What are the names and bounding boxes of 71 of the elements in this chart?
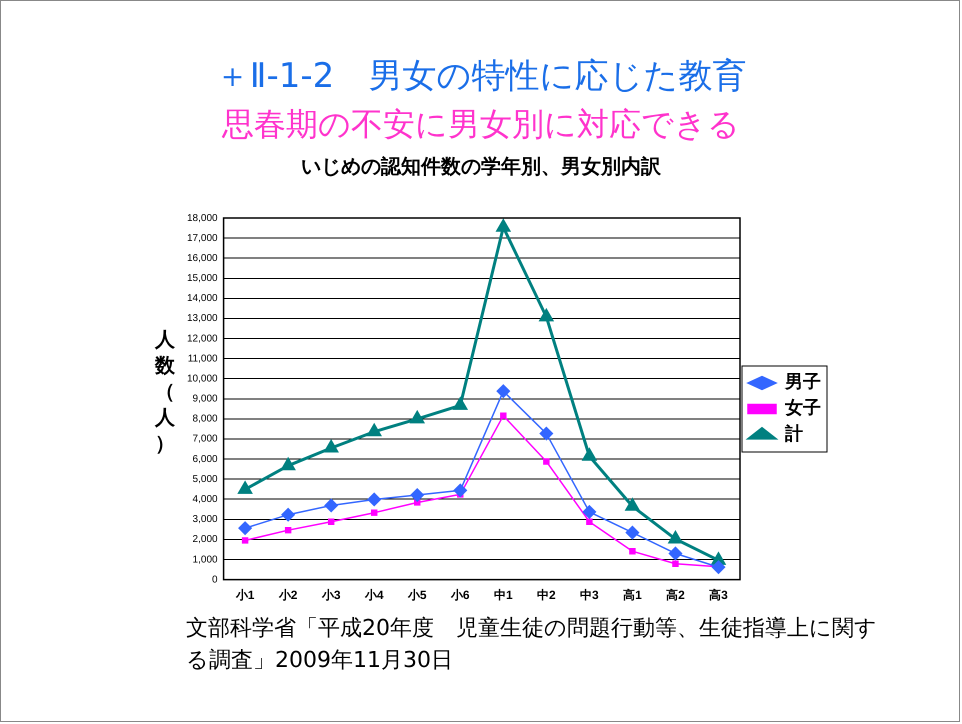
x-tick-label: 高2 bbox=[666, 588, 686, 602]
point bbox=[281, 458, 295, 470]
y-tick-label: 8,000 bbox=[192, 414, 218, 425]
y-tick-label: 10,000 bbox=[186, 373, 218, 384]
point bbox=[586, 518, 593, 525]
point bbox=[496, 220, 510, 232]
x-tick-label: 中2 bbox=[537, 588, 556, 602]
y-tick-label: 0 bbox=[212, 574, 218, 586]
y-tick-label: 4,000 bbox=[192, 494, 218, 505]
y-tick-label: 14,000 bbox=[186, 293, 218, 304]
x-tick-label: 中3 bbox=[580, 588, 600, 602]
point bbox=[668, 546, 682, 560]
point bbox=[238, 482, 252, 494]
x-tick-label: 小1 bbox=[234, 588, 255, 602]
point bbox=[582, 448, 596, 461]
point bbox=[368, 424, 381, 436]
x-tick-label: 小4 bbox=[364, 588, 384, 602]
point bbox=[668, 532, 682, 544]
point bbox=[367, 492, 381, 506]
point bbox=[410, 488, 424, 502]
point bbox=[543, 458, 550, 465]
point bbox=[500, 412, 507, 419]
y-tick-label: 17,000 bbox=[186, 232, 218, 244]
point bbox=[284, 526, 292, 534]
text: 文部科学省「平成20年度 児童生徒の問題行動等、生徒指導上に関する調査」2009年11月30日 bbox=[186, 615, 878, 675]
point bbox=[324, 498, 338, 512]
x-tick-label: 小2 bbox=[278, 588, 298, 602]
point bbox=[496, 384, 510, 398]
point bbox=[328, 518, 334, 525]
point bbox=[540, 426, 554, 440]
point bbox=[324, 440, 338, 453]
x-tick-label: 小3 bbox=[320, 588, 341, 602]
y-tick-label: 12,000 bbox=[186, 333, 218, 344]
y-tick-label: 2,000 bbox=[192, 534, 218, 546]
y-tick-label: 11,000 bbox=[188, 353, 218, 364]
x-tick-label: 高1 bbox=[623, 588, 642, 602]
y-tick-label: 5,000 bbox=[192, 474, 218, 485]
y-tick-label: 6,000 bbox=[192, 454, 218, 465]
point bbox=[582, 505, 596, 519]
point bbox=[410, 411, 424, 424]
y-tick-label: 9,000 bbox=[192, 394, 218, 405]
point bbox=[540, 309, 554, 322]
point bbox=[454, 484, 468, 498]
y-tick-label: 18,000 bbox=[186, 212, 218, 224]
point bbox=[370, 509, 378, 516]
legend-label: 男子 bbox=[784, 372, 821, 393]
x-tick-label: 高3 bbox=[709, 588, 728, 602]
legend-label: 女子 bbox=[784, 398, 821, 419]
point bbox=[238, 521, 252, 535]
x-tick-label: 中1 bbox=[494, 588, 513, 602]
legend-label: 計 bbox=[784, 424, 803, 445]
y-axis-title: 人数（人） bbox=[154, 326, 176, 456]
point bbox=[454, 398, 467, 410]
y-tick-label: 15,000 bbox=[186, 273, 218, 284]
point bbox=[712, 560, 726, 574]
y-tick-label: 7,000 bbox=[192, 434, 218, 445]
point bbox=[281, 508, 295, 522]
point bbox=[242, 537, 248, 544]
text: いじめの認知件数の学年別、男女別内訳 bbox=[300, 153, 662, 180]
chart-subtitle: 思春期の不安に男女別に対応できる bbox=[220, 104, 741, 145]
chart-title: ＋Ⅱ-1-2 男女の特性に応じた教育 bbox=[214, 55, 748, 98]
x-tick-label: 小5 bbox=[406, 588, 427, 602]
point bbox=[626, 498, 640, 511]
y-tick-label: 3,000 bbox=[192, 514, 218, 526]
point bbox=[629, 548, 636, 554]
point bbox=[626, 526, 640, 540]
y-tick-label: 16,000 bbox=[186, 252, 218, 264]
point bbox=[672, 560, 679, 567]
x-tick-label: 小6 bbox=[450, 588, 470, 602]
y-tick-label: 13,000 bbox=[186, 313, 218, 324]
y-tick-label: 1,000 bbox=[192, 554, 218, 566]
